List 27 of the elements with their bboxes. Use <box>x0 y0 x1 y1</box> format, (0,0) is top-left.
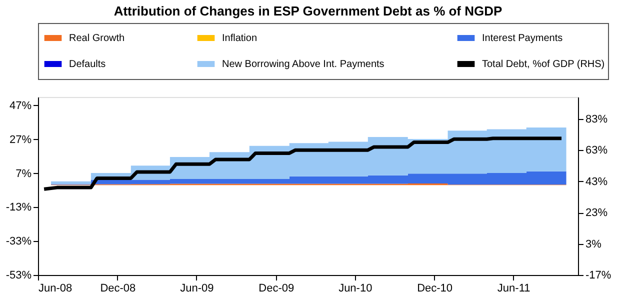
legend-label: New Borrowing Above Int. Payments <box>222 59 384 70</box>
y-tick-label: -33% <box>6 236 32 248</box>
y2-tick-label: 3% <box>586 238 602 250</box>
chart-title: Attribution of Changes in ESP Government Debt as % of NGDP <box>114 4 502 18</box>
y2-tick-label: 63% <box>586 144 608 157</box>
x-tick-label: Jun-09 <box>180 282 214 294</box>
legend-label: Total Debt, %of GDP (RHS) <box>482 59 605 70</box>
y2-tick-label: -17% <box>586 270 612 282</box>
y-tick-label: 7% <box>16 168 32 180</box>
x-tick-label: Jun-08 <box>38 282 72 294</box>
x-tick-label: Jun-11 <box>497 282 530 294</box>
legend-label: Real Growth <box>69 33 125 44</box>
x-tick-label: Dec-09 <box>258 282 294 294</box>
y2-tick-label: 23% <box>586 207 608 220</box>
y-tick-label: 27% <box>9 134 32 146</box>
y2-tick-label: 83% <box>586 113 608 126</box>
y-tick-label: 47% <box>9 100 32 112</box>
x-tick-label: Dec-08 <box>100 282 136 294</box>
x-tick-label: Dec-10 <box>417 282 453 294</box>
y-tick-label: -13% <box>6 202 32 214</box>
legend-label: Interest Payments <box>482 33 563 44</box>
x-tick-label: Jun-10 <box>338 282 372 294</box>
y2-tick-label: 43% <box>586 176 608 188</box>
line-series <box>42 136 564 191</box>
legend-label: Defaults <box>69 59 106 70</box>
legend-label: Inflation <box>222 33 258 44</box>
y-tick-label: -53% <box>6 270 32 282</box>
